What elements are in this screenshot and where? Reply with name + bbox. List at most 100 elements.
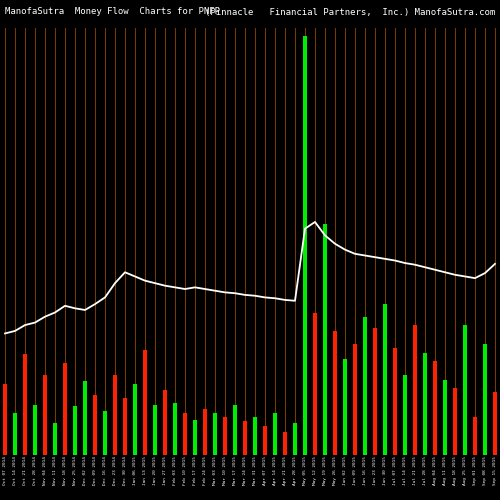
Text: Jun 02 2015: Jun 02 2015 (343, 456, 347, 485)
Text: Jan 20 2015: Jan 20 2015 (153, 456, 157, 485)
Bar (33, 404, 37, 455)
Bar (143, 350, 147, 455)
Bar (43, 376, 47, 455)
Text: May 19 2015: May 19 2015 (323, 456, 327, 485)
Bar (273, 413, 277, 455)
Bar (293, 423, 297, 455)
Bar (343, 358, 347, 455)
Text: Sep 08 2015: Sep 08 2015 (483, 456, 487, 485)
Text: Sep 01 2015: Sep 01 2015 (473, 456, 477, 485)
Bar (103, 412, 107, 455)
Text: Dec 23 2014: Dec 23 2014 (113, 456, 117, 485)
Bar (83, 381, 87, 455)
Bar (223, 418, 227, 455)
Text: Mar 31 2015: Mar 31 2015 (253, 456, 257, 485)
Text: Nov 11 2014: Nov 11 2014 (53, 456, 57, 485)
Text: Oct 07 2014: Oct 07 2014 (3, 456, 7, 485)
Bar (393, 348, 397, 455)
Bar (493, 392, 497, 455)
Bar (173, 403, 177, 455)
Text: Mar 17 2015: Mar 17 2015 (233, 456, 237, 485)
Text: Mar 24 2015: Mar 24 2015 (243, 456, 247, 485)
Text: Dec 16 2014: Dec 16 2014 (103, 456, 107, 485)
Text: Jul 21 2015: Jul 21 2015 (413, 456, 417, 485)
Text: ManofaSutra  Money Flow  Charts for PNFP: ManofaSutra Money Flow Charts for PNFP (5, 8, 220, 16)
Text: Jun 23 2015: Jun 23 2015 (373, 456, 377, 485)
Bar (313, 312, 318, 455)
Text: Aug 25 2015: Aug 25 2015 (463, 456, 467, 485)
Bar (333, 331, 337, 455)
Text: Mar 10 2015: Mar 10 2015 (223, 456, 227, 485)
Text: Apr 14 2015: Apr 14 2015 (273, 456, 277, 485)
Text: Feb 10 2015: Feb 10 2015 (183, 456, 187, 485)
Bar (63, 363, 67, 455)
Bar (93, 394, 97, 455)
Text: Dec 30 2014: Dec 30 2014 (123, 456, 127, 485)
Text: Sep 15 2015: Sep 15 2015 (493, 456, 497, 485)
Bar (303, 36, 307, 455)
Text: Oct 28 2014: Oct 28 2014 (33, 456, 37, 485)
Bar (413, 325, 417, 455)
Bar (163, 390, 167, 455)
Bar (183, 413, 187, 455)
Bar (443, 380, 448, 455)
Bar (373, 328, 378, 455)
Bar (23, 354, 27, 455)
Bar (263, 426, 267, 455)
Text: Aug 18 2015: Aug 18 2015 (453, 456, 457, 485)
Bar (233, 404, 237, 455)
Bar (403, 376, 407, 455)
Bar (133, 384, 137, 455)
Bar (113, 376, 117, 455)
Text: Jun 16 2015: Jun 16 2015 (363, 456, 367, 485)
Text: Aug 04 2015: Aug 04 2015 (433, 456, 437, 485)
Bar (53, 423, 57, 455)
Text: Apr 21 2015: Apr 21 2015 (283, 456, 287, 485)
Bar (253, 418, 257, 455)
Bar (473, 418, 477, 455)
Text: May 12 2015: May 12 2015 (313, 456, 317, 485)
Text: Feb 17 2015: Feb 17 2015 (193, 456, 197, 485)
Bar (463, 325, 467, 455)
Text: Oct 21 2014: Oct 21 2014 (23, 456, 27, 485)
Text: May 05 2015: May 05 2015 (303, 456, 307, 485)
Text: Dec 02 2014: Dec 02 2014 (83, 456, 87, 485)
Text: Feb 24 2015: Feb 24 2015 (203, 456, 207, 485)
Text: Apr 07 2015: Apr 07 2015 (263, 456, 267, 485)
Bar (283, 432, 287, 455)
Bar (213, 413, 217, 455)
Bar (203, 409, 207, 455)
Bar (323, 224, 327, 455)
Text: Dec 09 2014: Dec 09 2014 (93, 456, 97, 485)
Bar (3, 384, 7, 455)
Bar (73, 406, 77, 455)
Text: Jul 14 2015: Jul 14 2015 (403, 456, 407, 485)
Text: Jul 07 2015: Jul 07 2015 (393, 456, 397, 485)
Bar (423, 352, 427, 455)
Text: Nov 25 2014: Nov 25 2014 (73, 456, 77, 485)
Text: (Pinnacle   Financial Partners,  Inc.) ManofaSutra.com: (Pinnacle Financial Partners, Inc.) Mano… (205, 8, 495, 16)
Text: May 26 2015: May 26 2015 (333, 456, 337, 485)
Bar (483, 344, 487, 455)
Text: Nov 04 2014: Nov 04 2014 (43, 456, 47, 485)
Text: Apr 28 2015: Apr 28 2015 (293, 456, 297, 485)
Bar (13, 413, 17, 455)
Text: Jul 28 2015: Jul 28 2015 (423, 456, 427, 485)
Bar (243, 422, 247, 455)
Text: Jan 27 2015: Jan 27 2015 (163, 456, 167, 485)
Text: Oct 14 2014: Oct 14 2014 (13, 456, 17, 485)
Text: Nov 18 2014: Nov 18 2014 (63, 456, 67, 485)
Bar (153, 404, 157, 455)
Bar (193, 420, 197, 455)
Bar (383, 304, 387, 455)
Bar (433, 361, 437, 455)
Text: Aug 11 2015: Aug 11 2015 (443, 456, 447, 485)
Text: Mar 03 2015: Mar 03 2015 (213, 456, 217, 485)
Text: Feb 03 2015: Feb 03 2015 (173, 456, 177, 485)
Bar (453, 388, 457, 455)
Bar (353, 344, 357, 455)
Text: Jan 06 2015: Jan 06 2015 (133, 456, 137, 485)
Text: Jan 13 2015: Jan 13 2015 (143, 456, 147, 485)
Text: Jun 09 2015: Jun 09 2015 (353, 456, 357, 485)
Bar (363, 316, 367, 455)
